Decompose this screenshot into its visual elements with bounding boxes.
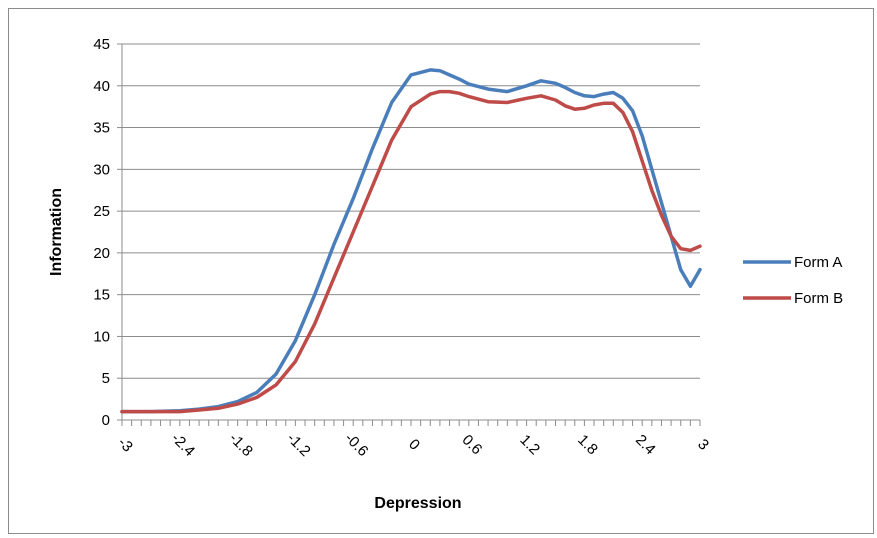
gridlines (122, 43, 700, 379)
x-axis-title: Depression (374, 495, 461, 512)
x-tick-label: -1.2 (283, 430, 313, 460)
x-tick-label: 2.4 (632, 431, 659, 458)
x-tick-label: 0.6 (459, 431, 486, 458)
y-tick-label: 25 (93, 203, 110, 220)
series-line-form-b (120, 89, 702, 414)
legend-label: Form B (794, 290, 843, 307)
series-line-form-a (120, 68, 702, 414)
x-tick-label: 3 (694, 436, 712, 454)
legend-label: Form A (794, 254, 842, 271)
x-tick-label: -1.8 (226, 430, 256, 460)
x-tick-label: -0.6 (341, 430, 371, 460)
axes (117, 43, 701, 426)
x-tick-label: 1.2 (516, 431, 543, 458)
y-tick-label: 10 (93, 328, 110, 345)
x-tick-label: -3 (114, 434, 135, 455)
y-tick-label: 35 (93, 120, 110, 137)
y-tick-label: 5 (102, 370, 110, 387)
x-tick-label: 1.8 (574, 431, 601, 458)
y-axis-title: Information (48, 188, 65, 276)
y-tick-label: 15 (93, 287, 110, 304)
tick-labels: 0 5 10 15 20 25 30 35 40 45 -3 -2.4 -1.8 -1.2 -0.6 0 0.6… (93, 36, 712, 460)
y-tick-label: 20 (93, 245, 110, 262)
y-tick-label: 30 (93, 161, 110, 178)
line-chart: 0 5 10 15 20 25 30 35 40 45 -3 -2.4 -1.8 -1.2 -0.6 0 0.6… (48, 36, 843, 512)
x-tick-label: 0 (405, 436, 423, 454)
series-lines (120, 68, 702, 414)
legend: Form A Form B (743, 254, 843, 307)
y-tick-label: 40 (93, 78, 110, 95)
chart-area: 0 5 10 15 20 25 30 35 40 45 -3 -2.4 -1.8 -1.2 -0.6 0 0.6… (8, 8, 874, 534)
x-tick-label: -2.4 (168, 430, 198, 460)
y-tick-label: 45 (93, 36, 110, 53)
y-tick-label: 0 (102, 412, 110, 429)
